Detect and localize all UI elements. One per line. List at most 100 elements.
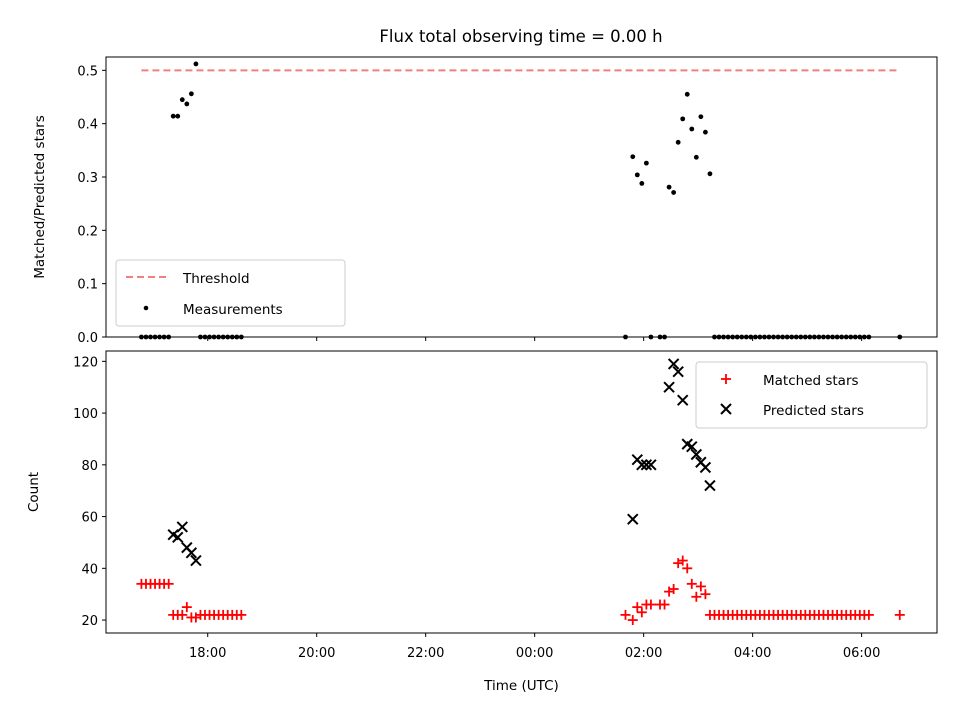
predicted-star-point-stroke1: [704, 479, 716, 492]
measurement-point: [707, 171, 713, 177]
measurement-point: [675, 139, 681, 145]
measurement-point: [671, 190, 677, 195]
matched-star-point: [163, 578, 174, 589]
predicted-star-point-stroke1: [190, 554, 202, 567]
measurement-point: [689, 126, 695, 132]
matched-star-point: [686, 578, 697, 589]
predicted-star-point: [699, 461, 712, 474]
measurement-point: [643, 160, 649, 166]
legend-threshold-label: Threshold: [182, 271, 250, 287]
bottom-ytick-label: 40: [81, 562, 98, 577]
bottom-ytick-label: 20: [81, 614, 98, 629]
predicted-star-point: [676, 394, 689, 406]
predicted-star-point: [636, 459, 648, 471]
predicted-star-point-stroke1: [663, 381, 675, 393]
matched-stars-layer: [136, 555, 905, 626]
top-x-ticks: [207, 337, 863, 341]
measurement-point: [193, 61, 199, 67]
legend-matched-marker: [721, 374, 731, 384]
measurement-point: [630, 154, 636, 160]
xtick-label: 18:00: [189, 646, 226, 661]
top-axes-frame: [105, 56, 938, 338]
top-ytick-label: 0.2: [77, 224, 98, 239]
top-legend: Threshold Measurements: [115, 259, 346, 327]
legend-predicted-marker: [720, 403, 732, 415]
matched-star-point: [863, 609, 874, 620]
predicted-star-point: [176, 521, 188, 533]
xtick-label: 06:00: [843, 646, 880, 661]
measurement-point: [639, 181, 645, 186]
matched-star-point: [632, 602, 643, 613]
matched-star-point: [700, 589, 711, 600]
predicted-star-point-stroke1: [645, 459, 657, 471]
predicted-star-point-stroke1: [627, 513, 639, 525]
bottom-y-axis-label: Count: [26, 472, 42, 512]
measurement-point: [703, 129, 708, 135]
matched-star-point: [636, 607, 647, 618]
legend-predicted-marker-stroke1: [720, 403, 732, 415]
top-ytick-label: 0.5: [77, 64, 98, 79]
xtick-label: 00:00: [516, 646, 553, 661]
bottom-x-axis: 18:00 20:00 22:00 00:00 02:00 04:00 06:00: [189, 633, 880, 661]
predicted-star-point-stroke1: [699, 461, 712, 474]
predicted-star-point-stroke1: [690, 448, 703, 461]
chart-title: Flux total observing time = 0.00 h: [379, 27, 662, 46]
predicted-star-point: [667, 358, 680, 370]
bottom-ytick-label: 100: [73, 407, 98, 422]
top-ytick-label: 0.0: [77, 331, 98, 346]
matched-star-point: [668, 584, 679, 595]
matched-star-point: [677, 555, 688, 566]
predicted-star-point-stroke1: [640, 459, 653, 471]
predicted-star-point: [190, 554, 202, 567]
top-ytick-label: 0.3: [77, 171, 98, 186]
xtick-label: 04:00: [734, 646, 771, 661]
matched-star-point: [181, 602, 192, 613]
matched-star-point: [177, 609, 188, 620]
measurement-point: [666, 184, 672, 190]
bottom-axes-frame: [105, 350, 938, 634]
measurement-point: [693, 154, 699, 160]
matched-star-point: [695, 581, 706, 592]
x-axis-label: Time (UTC): [483, 678, 559, 694]
predicted-stars-layer: [167, 358, 716, 567]
predicted-star-point: [185, 547, 198, 559]
predicted-star-point-stroke1: [676, 394, 689, 406]
matched-star-point: [659, 599, 670, 610]
measurement-point: [680, 116, 686, 122]
predicted-star-point: [704, 479, 716, 492]
legend-predicted-swatch: [720, 403, 732, 415]
legend-matched-label: Matched stars: [763, 373, 859, 389]
predicted-star-point-stroke1: [176, 521, 188, 533]
predicted-star-point-stroke1: [167, 528, 179, 541]
predicted-star-point: [645, 459, 657, 471]
matched-star-point: [236, 609, 247, 620]
top-ytick-label: 0.1: [77, 278, 98, 293]
bottom-y-axis: 20 40 60 80 100 120: [73, 355, 106, 629]
top-panel: 0.0 0.1 0.2 0.3 0.4 0.5 Matched/Predicted sta…: [32, 56, 938, 346]
measurement-point: [634, 172, 640, 178]
measurement-point: [698, 114, 704, 120]
measurement-point: [188, 91, 194, 97]
predicted-star-point-stroke1: [172, 531, 184, 543]
predicted-star-point: [672, 365, 684, 378]
predicted-star-point-stroke1: [681, 438, 693, 450]
matched-star-point: [691, 591, 702, 602]
predicted-star-point-stroke1: [636, 459, 648, 471]
matched-star-point: [620, 609, 631, 620]
matched-star-point: [682, 563, 693, 574]
predicted-star-point: [690, 448, 703, 461]
matched-star-point: [894, 609, 905, 620]
xtick-label: 20:00: [298, 646, 335, 661]
bottom-ytick-label: 120: [73, 355, 98, 370]
matched-star-point: [627, 615, 638, 626]
top-legend-box: [115, 259, 346, 327]
matched-star-point: [645, 599, 656, 610]
measurement-point: [170, 113, 176, 119]
bottom-ytick-label: 80: [81, 459, 98, 474]
measurement-point: [684, 91, 690, 97]
predicted-star-point-stroke1: [672, 365, 684, 378]
predicted-star-point-stroke1: [667, 358, 680, 370]
xtick-label: 22:00: [407, 646, 444, 661]
predicted-star-point: [686, 441, 698, 453]
